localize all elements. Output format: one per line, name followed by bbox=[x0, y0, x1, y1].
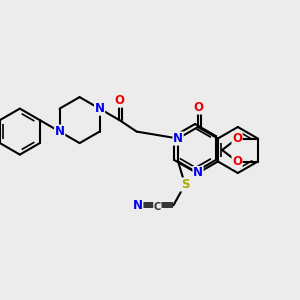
Text: S: S bbox=[181, 178, 189, 191]
Text: O: O bbox=[232, 132, 242, 145]
Text: N: N bbox=[94, 102, 104, 115]
Text: O: O bbox=[232, 155, 242, 168]
Text: O: O bbox=[114, 94, 124, 107]
Text: N: N bbox=[193, 167, 203, 179]
Text: O: O bbox=[193, 101, 203, 114]
Text: N: N bbox=[133, 199, 143, 212]
Text: C: C bbox=[154, 202, 161, 212]
Text: N: N bbox=[173, 132, 183, 145]
Text: N: N bbox=[55, 125, 65, 138]
